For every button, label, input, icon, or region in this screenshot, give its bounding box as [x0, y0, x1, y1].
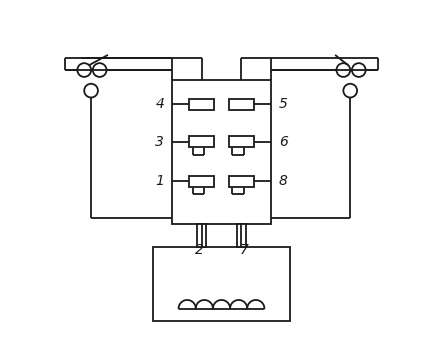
- Text: 6: 6: [279, 135, 288, 149]
- Bar: [237, 225, 246, 247]
- Bar: [229, 176, 254, 187]
- Text: 1: 1: [155, 174, 164, 188]
- Text: 7: 7: [239, 243, 248, 257]
- Text: 5: 5: [279, 97, 288, 111]
- Bar: [153, 247, 290, 321]
- Bar: [189, 136, 214, 147]
- Bar: [172, 80, 271, 225]
- Bar: [197, 225, 206, 247]
- Bar: [189, 99, 214, 109]
- Bar: [189, 176, 214, 187]
- Text: 3: 3: [155, 135, 164, 149]
- Bar: [229, 136, 254, 147]
- Text: 2: 2: [195, 243, 204, 257]
- Text: 4: 4: [155, 97, 164, 111]
- Bar: [229, 99, 254, 109]
- Text: 8: 8: [279, 174, 288, 188]
